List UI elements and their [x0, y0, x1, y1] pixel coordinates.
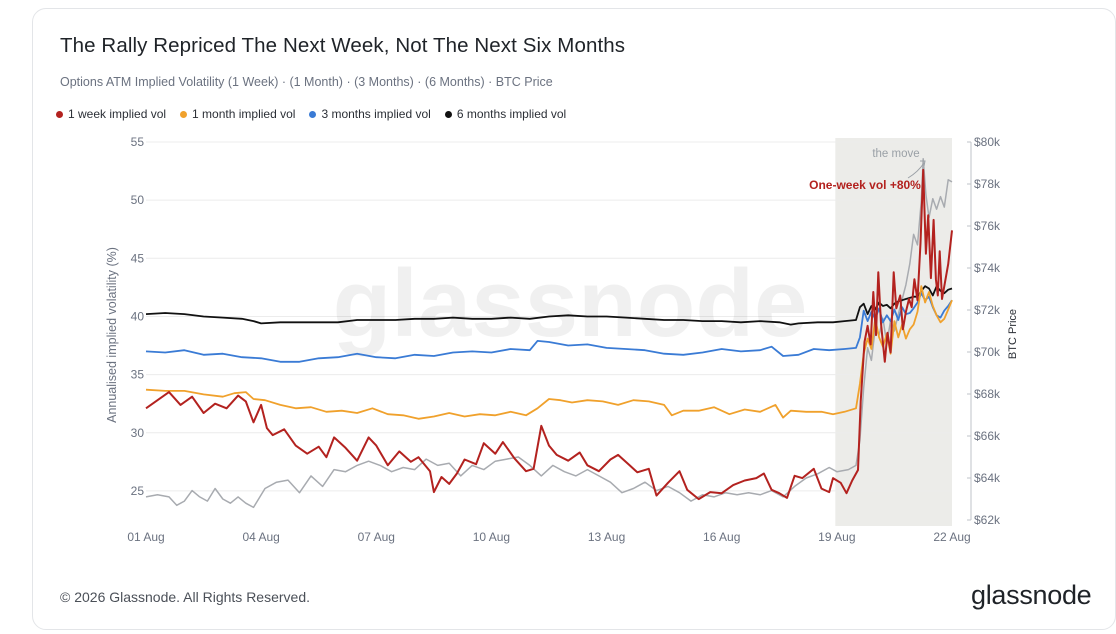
- copyright-footer: © 2026 Glassnode. All Rights Reserved.: [60, 589, 311, 605]
- legend-label-3m: 3 months implied vol: [321, 107, 431, 121]
- legend-dot-3m: [309, 110, 317, 118]
- chart-title: The Rally Repriced The Next Week, Not Th…: [60, 34, 626, 57]
- y2-tick-label-3: $68k: [974, 387, 1001, 401]
- annotation-arrow: [907, 162, 925, 179]
- y2-tick-label-9: $80k: [974, 135, 1001, 149]
- y2-tick-label-1: $64k: [974, 471, 1001, 485]
- y-tick-label-4: 45: [131, 251, 145, 265]
- x-tick-label-4: 13 Aug: [588, 530, 625, 544]
- series-line-2: [145, 292, 953, 363]
- y-tick-label-2: 35: [131, 368, 145, 382]
- x-tick-label-6: 19 Aug: [818, 530, 855, 544]
- y2-tick-label-6: $74k: [974, 261, 1001, 275]
- y2-tick-label-0: $62k: [974, 513, 1001, 527]
- y2-tick-label-7: $76k: [974, 219, 1001, 233]
- y2-tick-label-8: $78k: [974, 177, 1001, 191]
- chart-subtitle: Options ATM Implied Volatility (1 Week) …: [60, 75, 553, 89]
- legend-dot-6m: [444, 110, 452, 118]
- x-tick-label-1: 04 Aug: [242, 530, 279, 544]
- x-tick-label-7: 22 Aug: [933, 530, 970, 544]
- y-tick-label-1: 30: [131, 426, 145, 440]
- x-tick-label-5: 16 Aug: [703, 530, 740, 544]
- x-tick-label-0: 01 Aug: [127, 530, 164, 544]
- legend-item-1w[interactable]: 1 week implied vol: [56, 107, 166, 121]
- y2-tick-label-2: $66k: [974, 429, 1001, 443]
- legend-label-6m: 6 months implied vol: [456, 107, 567, 121]
- series-line-1: [145, 285, 953, 420]
- y-tick-label-3: 40: [131, 309, 145, 323]
- y-tick-label-6: 55: [131, 135, 145, 149]
- y2-tick-label-5: $72k: [974, 303, 1001, 317]
- series-line-3: [145, 285, 953, 326]
- legend-dot-1w: [56, 110, 63, 118]
- legend-label-1w: 1 week implied vol: [68, 107, 167, 121]
- legend-item-3m[interactable]: 3 months implied vol: [309, 107, 431, 121]
- y-axis-title: Annualised implied volatility (%): [105, 247, 119, 423]
- annotation-one-week-vol: One-week vol +80%: [809, 178, 921, 192]
- legend-dot-1m: [180, 110, 188, 118]
- legend-item-1m[interactable]: 1 month implied vol: [180, 107, 295, 121]
- glassnode-logo: glassnode: [971, 580, 1092, 610]
- series-line-4: [145, 158, 953, 509]
- annotation-the-move: the move: [872, 148, 919, 160]
- y-tick-label-0: 25: [131, 484, 145, 498]
- annotation-arrowhead: [920, 160, 926, 167]
- legend-item-6m[interactable]: 6 months implied vol: [444, 107, 567, 121]
- y2-axis-title: BTC Price: [1007, 309, 1019, 359]
- x-tick-label-2: 07 Aug: [358, 530, 395, 544]
- y-tick-label-5: 50: [131, 193, 145, 207]
- legend: 1 week implied vol 1 month implied vol 3…: [56, 107, 566, 121]
- x-tick-label-3: 10 Aug: [473, 530, 510, 544]
- y2-tick-label-4: $70k: [974, 345, 1001, 359]
- watermark: glassnode: [333, 250, 808, 357]
- legend-label-1m: 1 month implied vol: [192, 107, 296, 121]
- series-line-0: [145, 168, 953, 501]
